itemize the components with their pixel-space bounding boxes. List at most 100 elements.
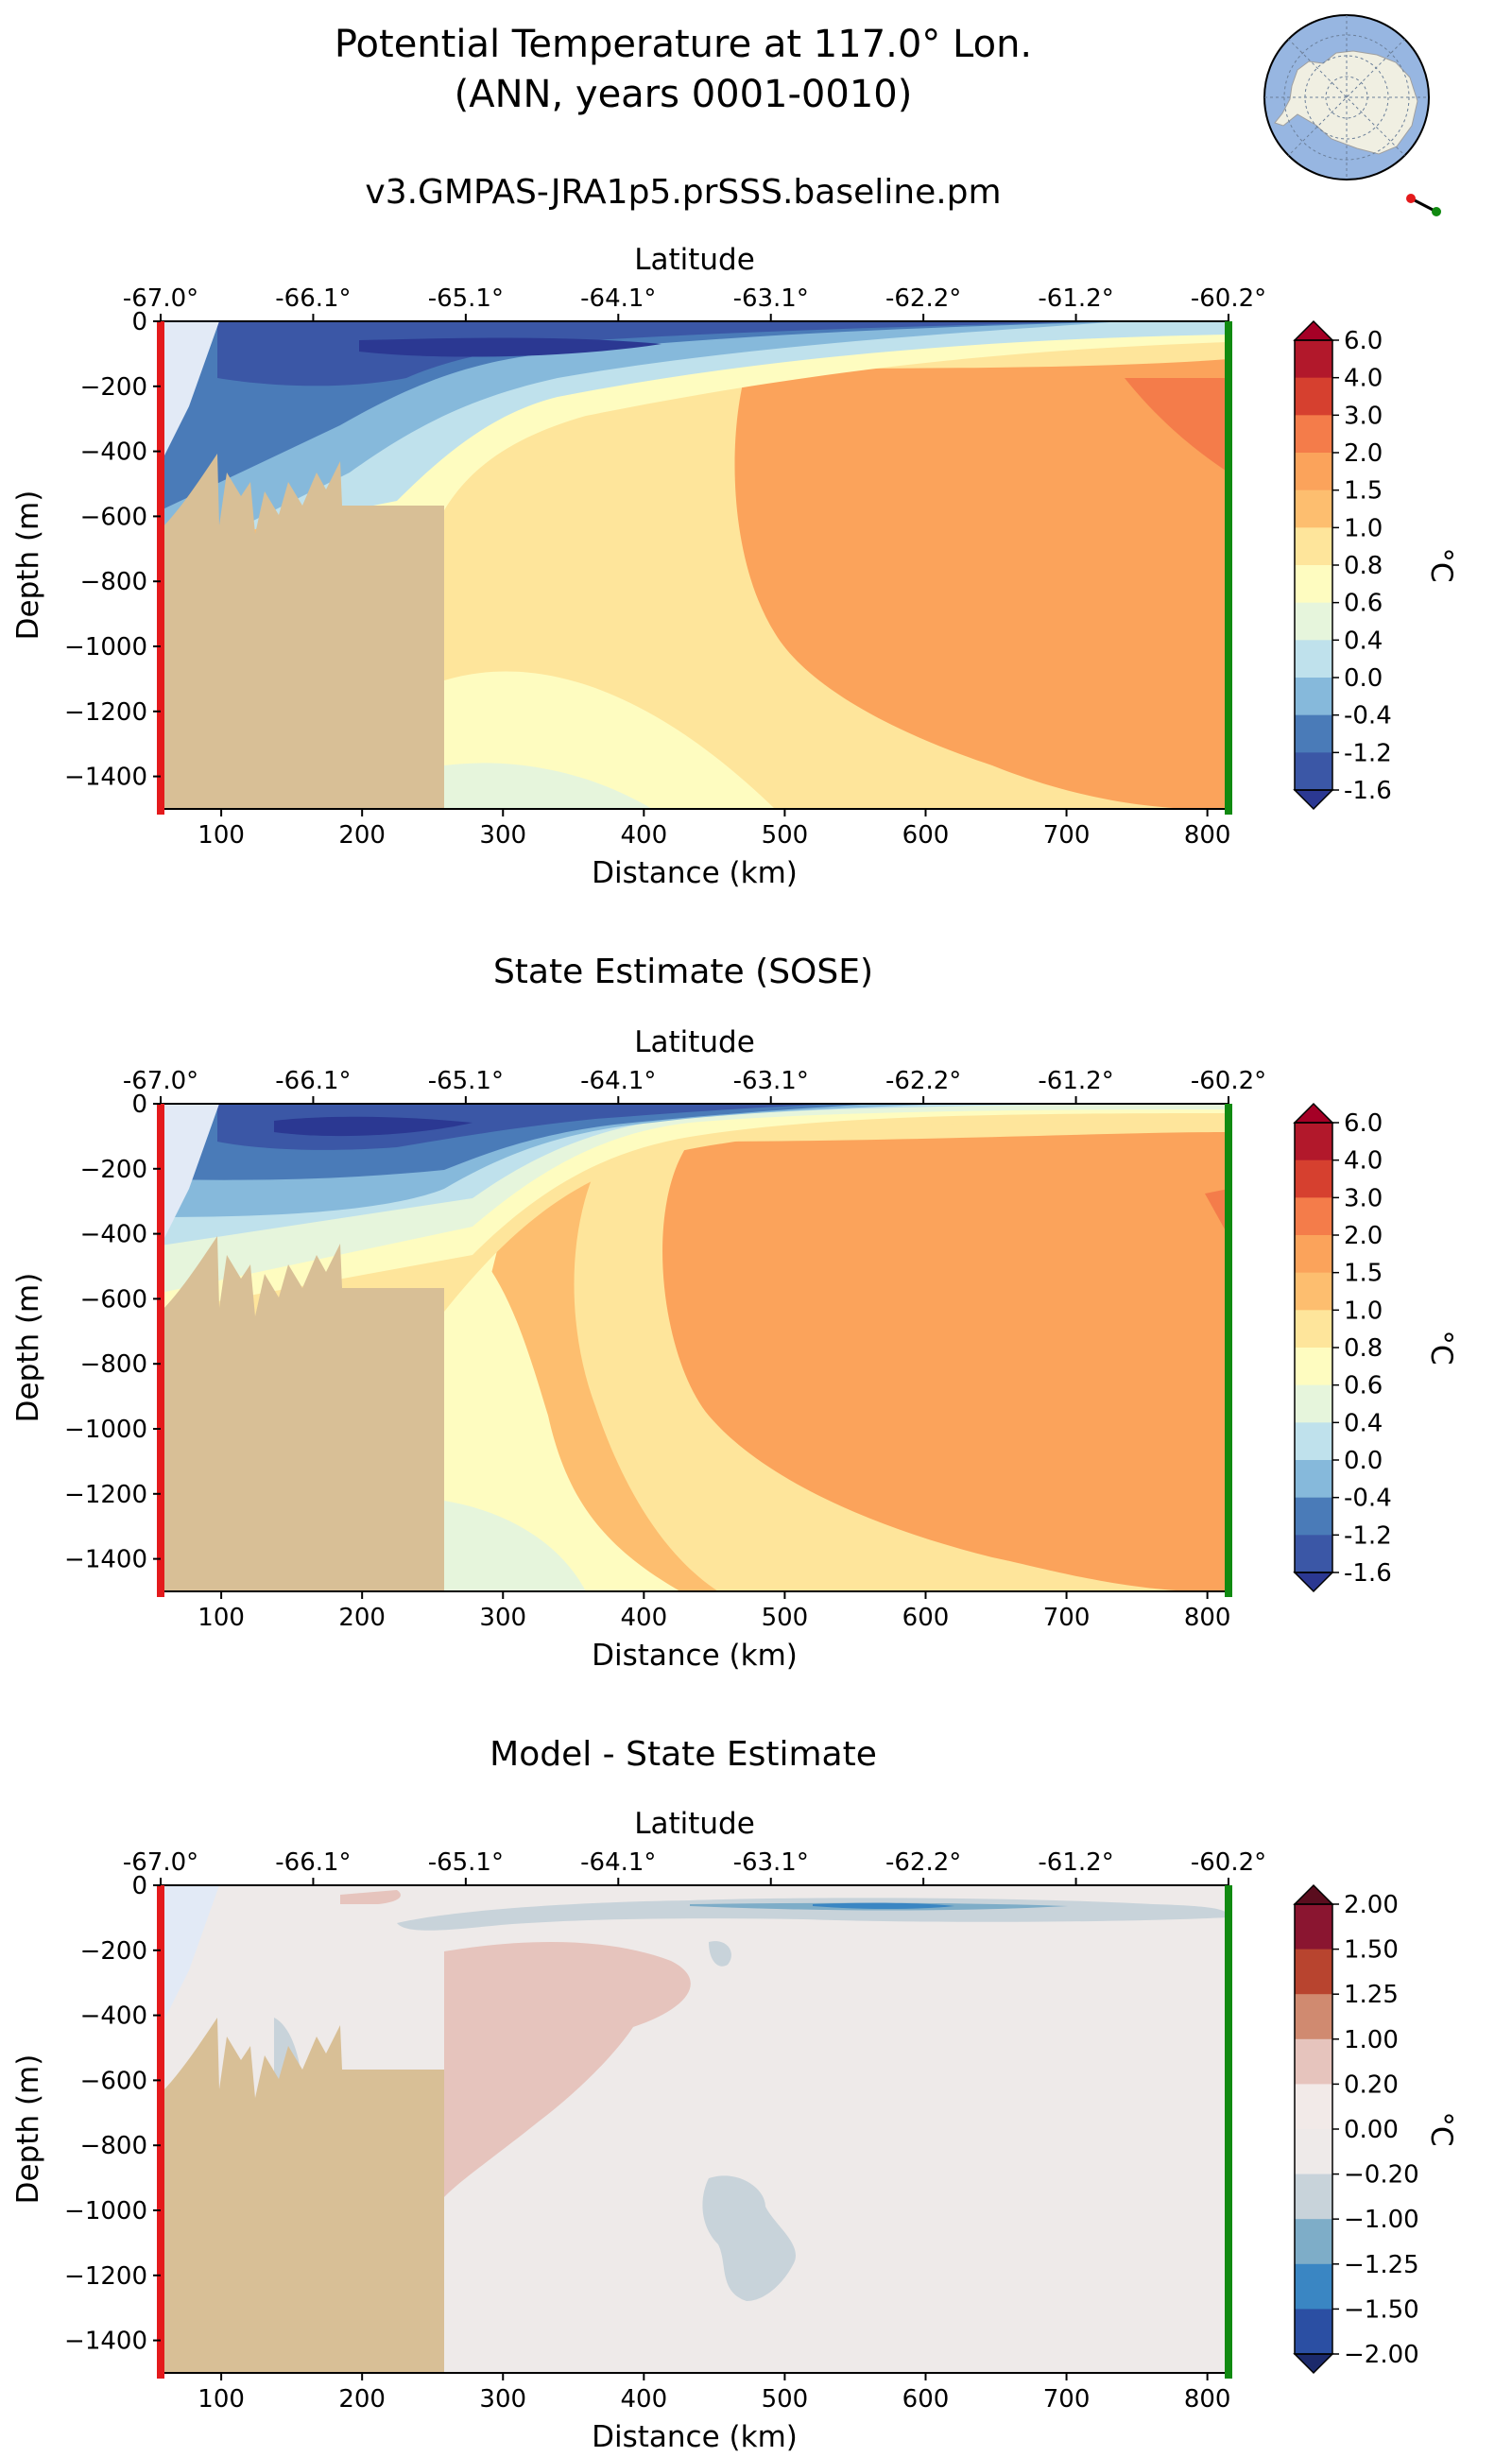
contour-band — [662, 1132, 1228, 1591]
x-tick-label: 800 — [1184, 821, 1231, 850]
panel-sose: State Estimate (SOSE) 100 200 300 400 500 600 7… — [11, 953, 1458, 1673]
colorbar-tick-label: −1.50 — [1344, 2295, 1419, 2324]
contour-band — [274, 1116, 472, 1137]
colorbar: 6.0 4.0 3.0 2.0 1.5 1.0 0.8 0.6 0.4 0.0 -0.4 -1.2 -1… — [1293, 1102, 1458, 1593]
colorbar-tick-label: 2.00 — [1344, 1891, 1399, 1919]
colorbar-swatch — [1295, 1123, 1332, 1161]
colorbar-label: °C — [1424, 2111, 1458, 2146]
colorbar-swatch — [1295, 752, 1332, 791]
colorbar-label: °C — [1424, 547, 1458, 582]
y-tick-label: −1200 — [64, 698, 147, 727]
y-tick-label: −200 — [80, 1937, 147, 1966]
colorbar-tick-label: 4.0 — [1344, 1147, 1383, 1176]
contour-band — [1205, 1189, 1228, 1236]
colorbar-tick-label: 0.8 — [1344, 1334, 1383, 1363]
transect-start-dot — [1406, 194, 1416, 203]
colorbar-tick-label: 0.6 — [1344, 590, 1383, 618]
lat-tick-label: -60.2° — [1191, 1067, 1266, 1095]
panel-title: State Estimate (SOSE) — [493, 953, 873, 991]
colorbar-swatch — [1295, 1535, 1332, 1573]
lat-tick-label: -62.2° — [885, 284, 961, 313]
lat-tick-label: -63.1° — [733, 1848, 809, 1877]
colorbar-swatch — [1295, 565, 1332, 604]
x-tick-label: 400 — [621, 1604, 668, 1632]
y-tick-label: −600 — [80, 1285, 147, 1314]
colorbar-swatch — [1295, 2038, 1332, 2085]
lat-tick-label: -62.2° — [885, 1067, 961, 1095]
y-tick-label: −600 — [80, 2067, 147, 2095]
colorbar-swatch — [1295, 640, 1332, 679]
colorbar-tick-label: 6.0 — [1344, 1109, 1383, 1138]
colorbar-tick-label: 4.0 — [1344, 365, 1383, 393]
colorbar-swatch — [1295, 527, 1332, 566]
contour-field — [161, 321, 1228, 809]
colorbar-tick-label: 6.0 — [1344, 327, 1383, 355]
x-tick-label: 600 — [902, 821, 950, 850]
contour-band — [444, 1217, 680, 1591]
x-tick-label: 600 — [902, 1604, 950, 1632]
y-axis-label: Depth (m) — [11, 2054, 45, 2205]
ice-shelf — [161, 1885, 219, 2027]
contour-band — [444, 763, 652, 809]
colorbar-tick-label: 0.00 — [1344, 2116, 1399, 2144]
y-tick-label: −1400 — [64, 2328, 147, 2356]
lat-tick-label: -66.1° — [275, 1067, 351, 1095]
lat-tick-label: -60.2° — [1191, 1848, 1266, 1877]
colorbar-tick-label: 2.0 — [1344, 439, 1383, 468]
colorbar-tick-label: 0.8 — [1344, 552, 1383, 580]
colorbar-extend-min — [1293, 1572, 1334, 1593]
transect-end-marker — [1225, 321, 1232, 815]
colorbar-swatch — [1295, 377, 1332, 416]
colorbar-tick-label: 0.4 — [1344, 1409, 1383, 1437]
ice-shelf — [161, 321, 219, 463]
colorbar-extend-max — [1293, 1102, 1334, 1124]
lat-tick-label: -65.1° — [428, 1848, 504, 1877]
x-tick-label: 700 — [1043, 821, 1091, 850]
x-tick-label: 300 — [479, 821, 526, 850]
colorbar-swatch — [1295, 1904, 1332, 1950]
colorbar-tick-label: −0.20 — [1344, 2161, 1419, 2190]
location-inset-map — [1263, 14, 1441, 216]
lat-tick-label: -65.1° — [428, 284, 504, 313]
lat-tick-label: -67.0° — [123, 1848, 198, 1877]
y-axis-label: Depth (m) — [11, 1273, 45, 1423]
colorbar-extend-min — [1293, 2353, 1334, 2375]
top-axis-label: Latitude — [634, 1025, 755, 1059]
figure-title-line1: Potential Temperature at 117.0° Lon. — [335, 23, 1032, 66]
x-tick-label: 200 — [338, 2385, 386, 2414]
colorbar-swatch — [1295, 453, 1332, 491]
lat-tick-label: -62.2° — [885, 1848, 961, 1877]
contour-field — [161, 1104, 1228, 1591]
colorbar-swatch — [1295, 1235, 1332, 1274]
colorbar-tick-label: 1.50 — [1344, 1936, 1399, 1965]
y-tick-label: −1400 — [64, 1546, 147, 1574]
y-tick-label: 0 — [131, 1091, 147, 1119]
colorbar-tick-label: 0.20 — [1344, 2070, 1399, 2099]
top-axis-label: Latitude — [634, 1807, 755, 1841]
colorbar-swatch — [1295, 340, 1332, 379]
lat-tick-label: -66.1° — [275, 1848, 351, 1877]
colorbar-swatch — [1295, 2263, 1332, 2310]
contour-band — [444, 1501, 586, 1591]
colorbar-tick-label: -0.4 — [1344, 1485, 1392, 1513]
colorbar-swatch — [1295, 1384, 1332, 1423]
colorbar-swatch — [1295, 602, 1332, 641]
x-axis-label: Distance (km) — [592, 2420, 798, 2454]
transect-end-dot — [1432, 207, 1441, 216]
y-tick-label: −1000 — [64, 1416, 147, 1444]
colorbar-tick-label: 3.0 — [1344, 1184, 1383, 1212]
x-tick-label: 100 — [198, 2385, 245, 2414]
seafloor-land — [161, 2018, 444, 2373]
ice-shelf — [161, 1104, 219, 1246]
contour-band — [734, 359, 1228, 809]
colorbar-swatch — [1295, 1994, 1332, 2040]
colorbar-tick-label: −1.00 — [1344, 2206, 1419, 2234]
y-tick-label: 0 — [131, 1872, 147, 1900]
colorbar-swatch — [1295, 1160, 1332, 1198]
colorbar-tick-label: −1.25 — [1344, 2251, 1419, 2279]
colorbar-tick-label: 2.0 — [1344, 1222, 1383, 1250]
x-tick-label: 600 — [902, 2385, 950, 2414]
contour-band — [702, 2175, 797, 2301]
colorbar-swatch — [1295, 415, 1332, 454]
